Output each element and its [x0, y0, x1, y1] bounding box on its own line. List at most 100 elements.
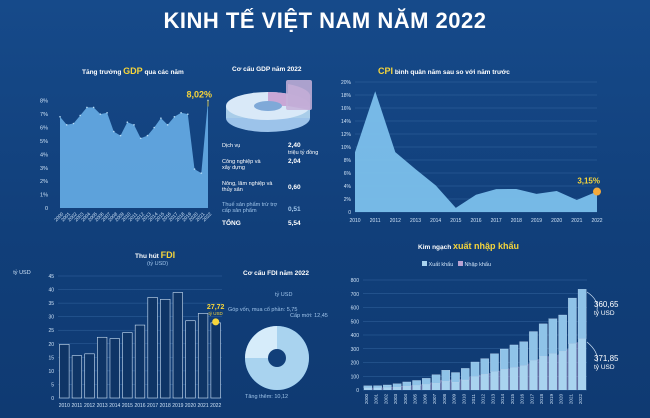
legend-swatch-import: [457, 261, 463, 266]
trade-bar-export: [402, 386, 411, 390]
fdi-title: Thu hút FDI: [135, 250, 175, 260]
gdp-point: [153, 126, 155, 129]
gdp-structure-pie: [226, 80, 312, 132]
gdp-point: [146, 134, 149, 137]
trade-x-tick: 2006: [422, 393, 427, 404]
cpi-x-tick: 2013: [410, 218, 421, 224]
gdp-structure-title: Cơ cấu GDP năm 2022: [232, 66, 302, 73]
gdp-point: [193, 168, 196, 170]
gdp-point: [200, 172, 203, 174]
trade-export-value: 360,65: [594, 300, 619, 309]
fdi-title-highlight: FDI: [160, 250, 176, 260]
fdi-highlight-value: 27,72: [207, 304, 225, 311]
cpi-highlight-label: 3,15%: [577, 177, 600, 186]
gdp-point: [126, 121, 129, 123]
trade-bar-export: [568, 343, 577, 390]
gdp-row-2-value: 2,04: [288, 158, 301, 165]
trade-bar-export: [500, 369, 509, 390]
trade-bar-import: [402, 381, 412, 387]
gdp-point: [187, 113, 189, 115]
trade-x-tick: 2020: [559, 393, 564, 404]
trade-bar-import: [529, 331, 538, 361]
fdi-y-tick: 0: [51, 396, 54, 402]
trade-x-tick: 2012: [481, 393, 486, 404]
fdi-bar: [147, 297, 158, 399]
trade-bar-export: [509, 367, 519, 390]
gdp-point: [139, 137, 142, 140]
cpi-x-tick: 2015: [450, 218, 461, 224]
trade-import-bracket: [586, 341, 598, 363]
trade-x-tick: 2005: [413, 393, 418, 404]
cpi-title: CPI bình quân năm sau so với năm trước: [378, 66, 510, 76]
trade-x-tick: 2009: [452, 393, 457, 404]
cpi-area: [355, 91, 597, 212]
gdp-row-2-label: Công nghiệp và xây dựng: [222, 159, 261, 171]
trade-bar-import: [373, 385, 382, 389]
cpi-y-tick: 14%: [341, 119, 352, 125]
fdi-label-additional: Tăng thêm: 10,12: [245, 394, 289, 400]
fdi-bar: [109, 338, 120, 399]
gdp-row-4-label: Thuế sản phẩm trừ trợ cấp sản phẩm: [222, 202, 278, 214]
fdi-y-tick: 45: [48, 274, 54, 280]
pie-slice-raised: [286, 80, 312, 110]
trade-y-tick: 400: [351, 333, 360, 339]
fdi-y-tick: 5: [51, 382, 54, 388]
legend-export: Xuất khẩu: [428, 262, 454, 268]
trade-bar-import: [383, 384, 392, 388]
trade-bar-import: [422, 378, 431, 385]
gdp-chart: 01%2%3%4%5%6%7%8%20002001200220032004200…: [40, 89, 213, 223]
gdp-y-tick: 2%: [40, 179, 48, 185]
gdp-point: [113, 130, 115, 133]
trade-bar-export: [578, 338, 587, 390]
fdi-x-tick: 2017: [147, 403, 158, 409]
fdi-y-tick: 15: [48, 355, 54, 361]
trade-bar-export: [373, 387, 382, 390]
trade-y-tick: 200: [351, 361, 360, 367]
gdp-row-1-label: Dịch vụ: [222, 143, 241, 149]
gdp-point: [106, 111, 108, 114]
gdp-row-4-value: 0,51: [288, 206, 301, 213]
fdi-bar: [210, 322, 221, 399]
gdp-area: [60, 100, 208, 208]
cpi-x-tick: 2017: [491, 218, 502, 224]
trade-y-tick: 600: [351, 306, 360, 312]
trade-bar-import: [461, 368, 470, 381]
gdp-y-tick: 0: [45, 206, 48, 212]
trade-bar-export: [393, 387, 402, 390]
fdi-subtitle: (tỷ USD): [147, 261, 169, 267]
cpi-x-tick: 2010: [349, 218, 360, 224]
gdp-point: [79, 114, 81, 117]
trade-x-tick: 2004: [403, 393, 408, 404]
trade-bar-export: [431, 383, 441, 390]
trade-bar-export: [461, 380, 470, 390]
trade-bar-export: [490, 371, 499, 390]
gdp-title-suffix: qua các năm: [144, 69, 184, 76]
fdi-y-tick: 20: [48, 342, 54, 348]
trade-bar-import: [548, 318, 558, 354]
gdp-point: [65, 124, 68, 126]
gdp-y-tick: 5%: [40, 139, 48, 145]
trade-bar-export: [558, 351, 567, 390]
cpi-title-suffix: bình quân năm sau so với năm trước: [394, 69, 510, 76]
gdp-structure-table: Dịch vụ 2,40 triệu tỷ đồng Công nghiệp v…: [222, 142, 318, 232]
trade-bar-export: [383, 387, 392, 390]
gdp-point: [86, 106, 88, 109]
gdp-point: [160, 117, 162, 119]
gdp-row-3-label: Nông, lâm nghiệp và thủy sản: [222, 181, 273, 193]
fdi-x-tick: 2018: [160, 403, 171, 409]
trade-x-tick: 2010: [461, 393, 466, 404]
trade-y-tick: 300: [351, 347, 360, 353]
trade-bar-import: [451, 372, 460, 383]
cpi-y-tick: 12%: [341, 132, 352, 138]
trade-bar-import: [577, 289, 587, 340]
trade-export-unit: tỷ USD: [594, 310, 615, 317]
trade-bar-import: [499, 348, 509, 370]
cpi-y-tick: 16%: [341, 106, 352, 112]
fdi-label-new: Cấp mới: 12,45: [290, 313, 328, 319]
fdi-bar: [172, 292, 183, 399]
fdi-y-tick: 40: [48, 288, 54, 294]
fdi-y-tick: 30: [48, 315, 54, 321]
trade-bar-import: [519, 341, 528, 366]
gdp-point: [166, 124, 169, 126]
trade-x-tick: 2022: [578, 393, 583, 404]
